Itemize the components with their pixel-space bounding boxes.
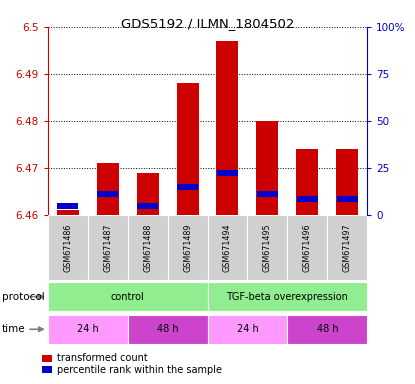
- Bar: [327, 215, 367, 280]
- Text: GSM671486: GSM671486: [63, 223, 72, 272]
- Bar: [128, 215, 168, 280]
- Bar: [208, 282, 367, 311]
- Text: TGF-beta overexpression: TGF-beta overexpression: [227, 291, 348, 302]
- Text: GSM671497: GSM671497: [343, 223, 352, 272]
- Bar: [48, 282, 208, 311]
- Bar: [337, 195, 358, 202]
- Text: GSM671496: GSM671496: [303, 223, 312, 272]
- Bar: [57, 203, 78, 209]
- Text: 24 h: 24 h: [237, 324, 258, 334]
- Text: GSM671494: GSM671494: [223, 223, 232, 272]
- Bar: [176, 83, 198, 215]
- Bar: [287, 315, 367, 344]
- Text: GDS5192 / ILMN_1804502: GDS5192 / ILMN_1804502: [121, 17, 294, 30]
- Bar: [287, 215, 327, 280]
- Bar: [128, 315, 208, 344]
- Bar: [296, 149, 318, 215]
- Text: GSM671489: GSM671489: [183, 223, 192, 272]
- Bar: [297, 195, 318, 202]
- Bar: [217, 41, 239, 215]
- Text: GSM671488: GSM671488: [143, 223, 152, 272]
- Text: transformed count: transformed count: [57, 353, 148, 363]
- Text: percentile rank within the sample: percentile rank within the sample: [57, 365, 222, 375]
- Bar: [208, 215, 247, 280]
- Bar: [88, 215, 128, 280]
- Text: GSM671487: GSM671487: [103, 223, 112, 272]
- Bar: [217, 170, 238, 176]
- Bar: [257, 191, 278, 197]
- Bar: [137, 203, 158, 209]
- Text: 48 h: 48 h: [157, 324, 178, 334]
- Bar: [48, 315, 128, 344]
- Bar: [247, 215, 287, 280]
- Bar: [256, 121, 278, 215]
- Bar: [168, 215, 208, 280]
- Bar: [97, 191, 118, 197]
- Bar: [177, 184, 198, 190]
- Text: 24 h: 24 h: [77, 324, 98, 334]
- Bar: [208, 315, 287, 344]
- Text: GSM671495: GSM671495: [263, 223, 272, 272]
- Text: control: control: [111, 291, 144, 302]
- Text: time: time: [2, 324, 26, 334]
- Bar: [137, 173, 159, 215]
- Bar: [48, 215, 88, 280]
- Bar: [57, 210, 79, 215]
- Text: 48 h: 48 h: [317, 324, 338, 334]
- Text: protocol: protocol: [2, 291, 45, 302]
- Bar: [97, 163, 119, 215]
- Bar: [336, 149, 358, 215]
